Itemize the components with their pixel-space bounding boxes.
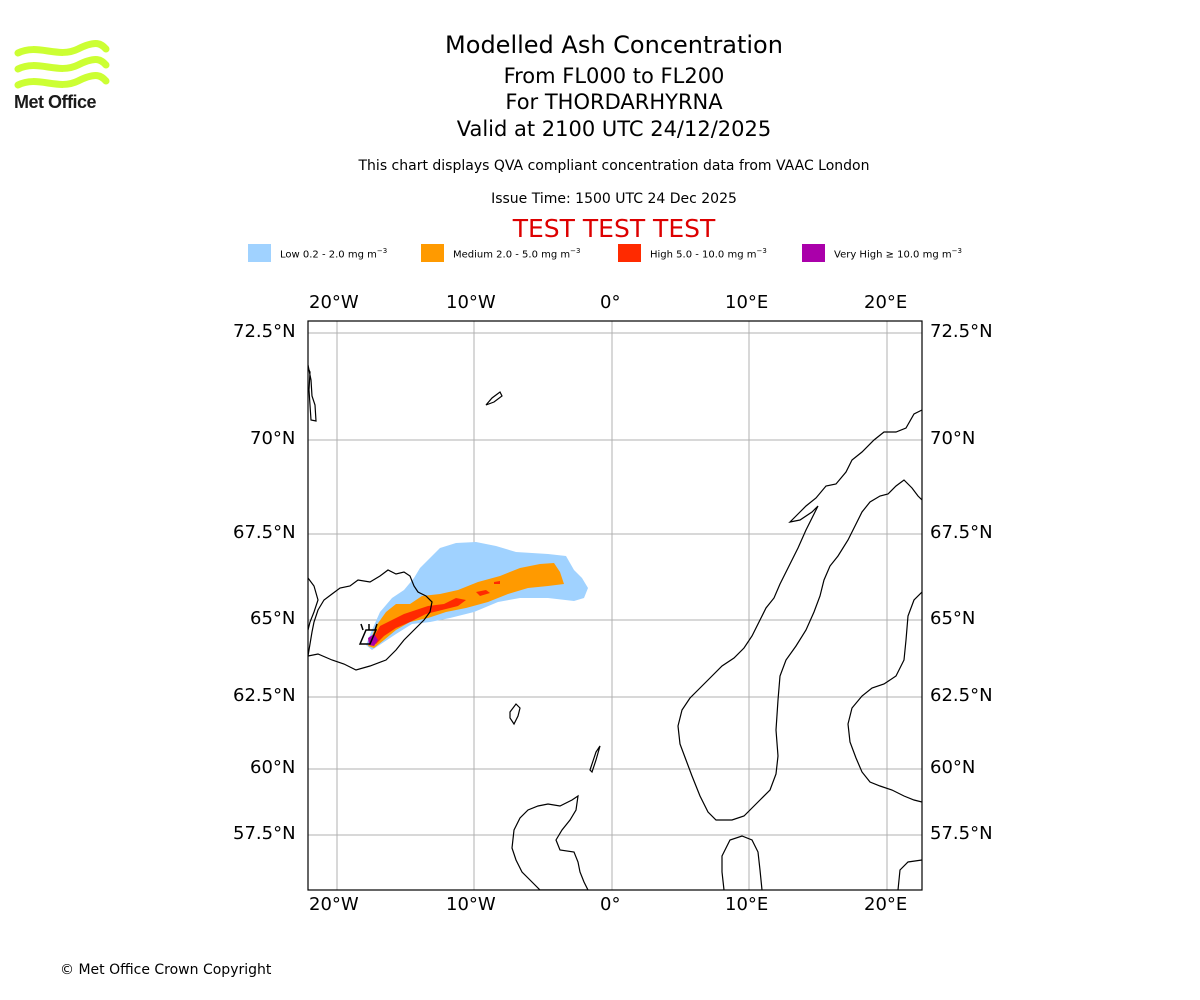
lon-tick-bottom-10e: 10°E (725, 894, 769, 915)
volcano-marker (358, 623, 378, 645)
lat-tick-right-67-5: 67.5°N (930, 522, 993, 543)
coast-iceland (308, 569, 433, 671)
ash-high-patch (476, 590, 490, 596)
lat-tick-left-65: 65°N (250, 608, 296, 629)
lat-tick-left-60: 60°N (250, 757, 296, 778)
coastlines (308, 364, 922, 890)
lat-tick-right-62-5: 62.5°N (930, 685, 993, 706)
lon-tick-top-10w: 10°W (446, 292, 496, 313)
ash-high-patch-2 (494, 581, 500, 584)
lat-tick-left-62-5: 62.5°N (233, 685, 296, 706)
lon-tick-top-10e: 10°E (725, 292, 769, 313)
legend-label-high: High 5.0 - 10.0 mg m−3 (650, 247, 767, 261)
met-office-logo-text: Met Office (14, 92, 97, 112)
coast-scotland (511, 794, 589, 890)
lon-tick-top-0: 0° (600, 292, 621, 313)
lon-tick-top-20e: 20°E (864, 292, 908, 313)
coast-denmark (721, 835, 763, 890)
coast-greenland-north (308, 364, 317, 422)
lon-tick-bottom-20w: 20°W (309, 894, 359, 915)
map-frame (307, 320, 923, 891)
ash-high-region (372, 598, 466, 644)
volcano-name: For THORDARHYRNA (505, 90, 723, 114)
met-office-logo (14, 40, 110, 89)
copyright-notice: © Met Office Crown Copyright (60, 962, 272, 978)
lat-tick-left-72-5: 72.5°N (233, 321, 296, 342)
test-banner: TEST TEST TEST (512, 214, 716, 243)
legend-swatch-low (248, 244, 271, 262)
legend-label-medium: Medium 2.0 - 5.0 mg m−3 (453, 247, 581, 261)
legend-label-low: Low 0.2 - 2.0 mg m−3 (280, 247, 388, 261)
lat-tick-right-57-5: 57.5°N (930, 823, 993, 844)
lat-tick-right-70: 70°N (930, 428, 976, 449)
coast-greenland-south (308, 577, 319, 631)
legend-swatch-very-high (802, 244, 825, 262)
coast-baltic (897, 859, 922, 890)
lon-tick-bottom-20e: 20°E (864, 894, 908, 915)
lat-tick-right-65: 65°N (930, 608, 976, 629)
lat-tick-left-67-5: 67.5°N (233, 522, 296, 543)
flight-level-range: From FL000 to FL200 (503, 64, 725, 88)
coast-shetland (589, 745, 601, 774)
legend-swatch-high (618, 244, 641, 262)
lon-tick-bottom-0: 0° (600, 894, 621, 915)
lon-tick-top-20w: 20°W (309, 292, 359, 313)
issue-time: Issue Time: 1500 UTC 24 Dec 2025 (491, 191, 737, 207)
ash-medium-region (368, 563, 564, 648)
valid-time: Valid at 2100 UTC 24/12/2025 (456, 117, 772, 141)
lat-tick-left-57-5: 57.5°N (233, 823, 296, 844)
coast-faroe (509, 703, 521, 726)
lon-tick-bottom-10w: 10°W (446, 894, 496, 915)
legend-label-very-high: Very High ≥ 10.0 mg m−3 (834, 247, 962, 261)
chart-subtitle: This chart displays QVA compliant concen… (358, 158, 870, 174)
coast-norway (677, 409, 922, 821)
coast-sweden (847, 591, 922, 803)
legend-swatch-medium (421, 244, 444, 262)
chart-title: Modelled Ash Concentration (445, 31, 783, 59)
lat-tick-right-72-5: 72.5°N (930, 321, 993, 342)
lat-tick-left-70: 70°N (250, 428, 296, 449)
map-gridlines (308, 321, 922, 890)
lat-tick-right-60: 60°N (930, 757, 976, 778)
coast-jan-mayen (485, 391, 503, 406)
